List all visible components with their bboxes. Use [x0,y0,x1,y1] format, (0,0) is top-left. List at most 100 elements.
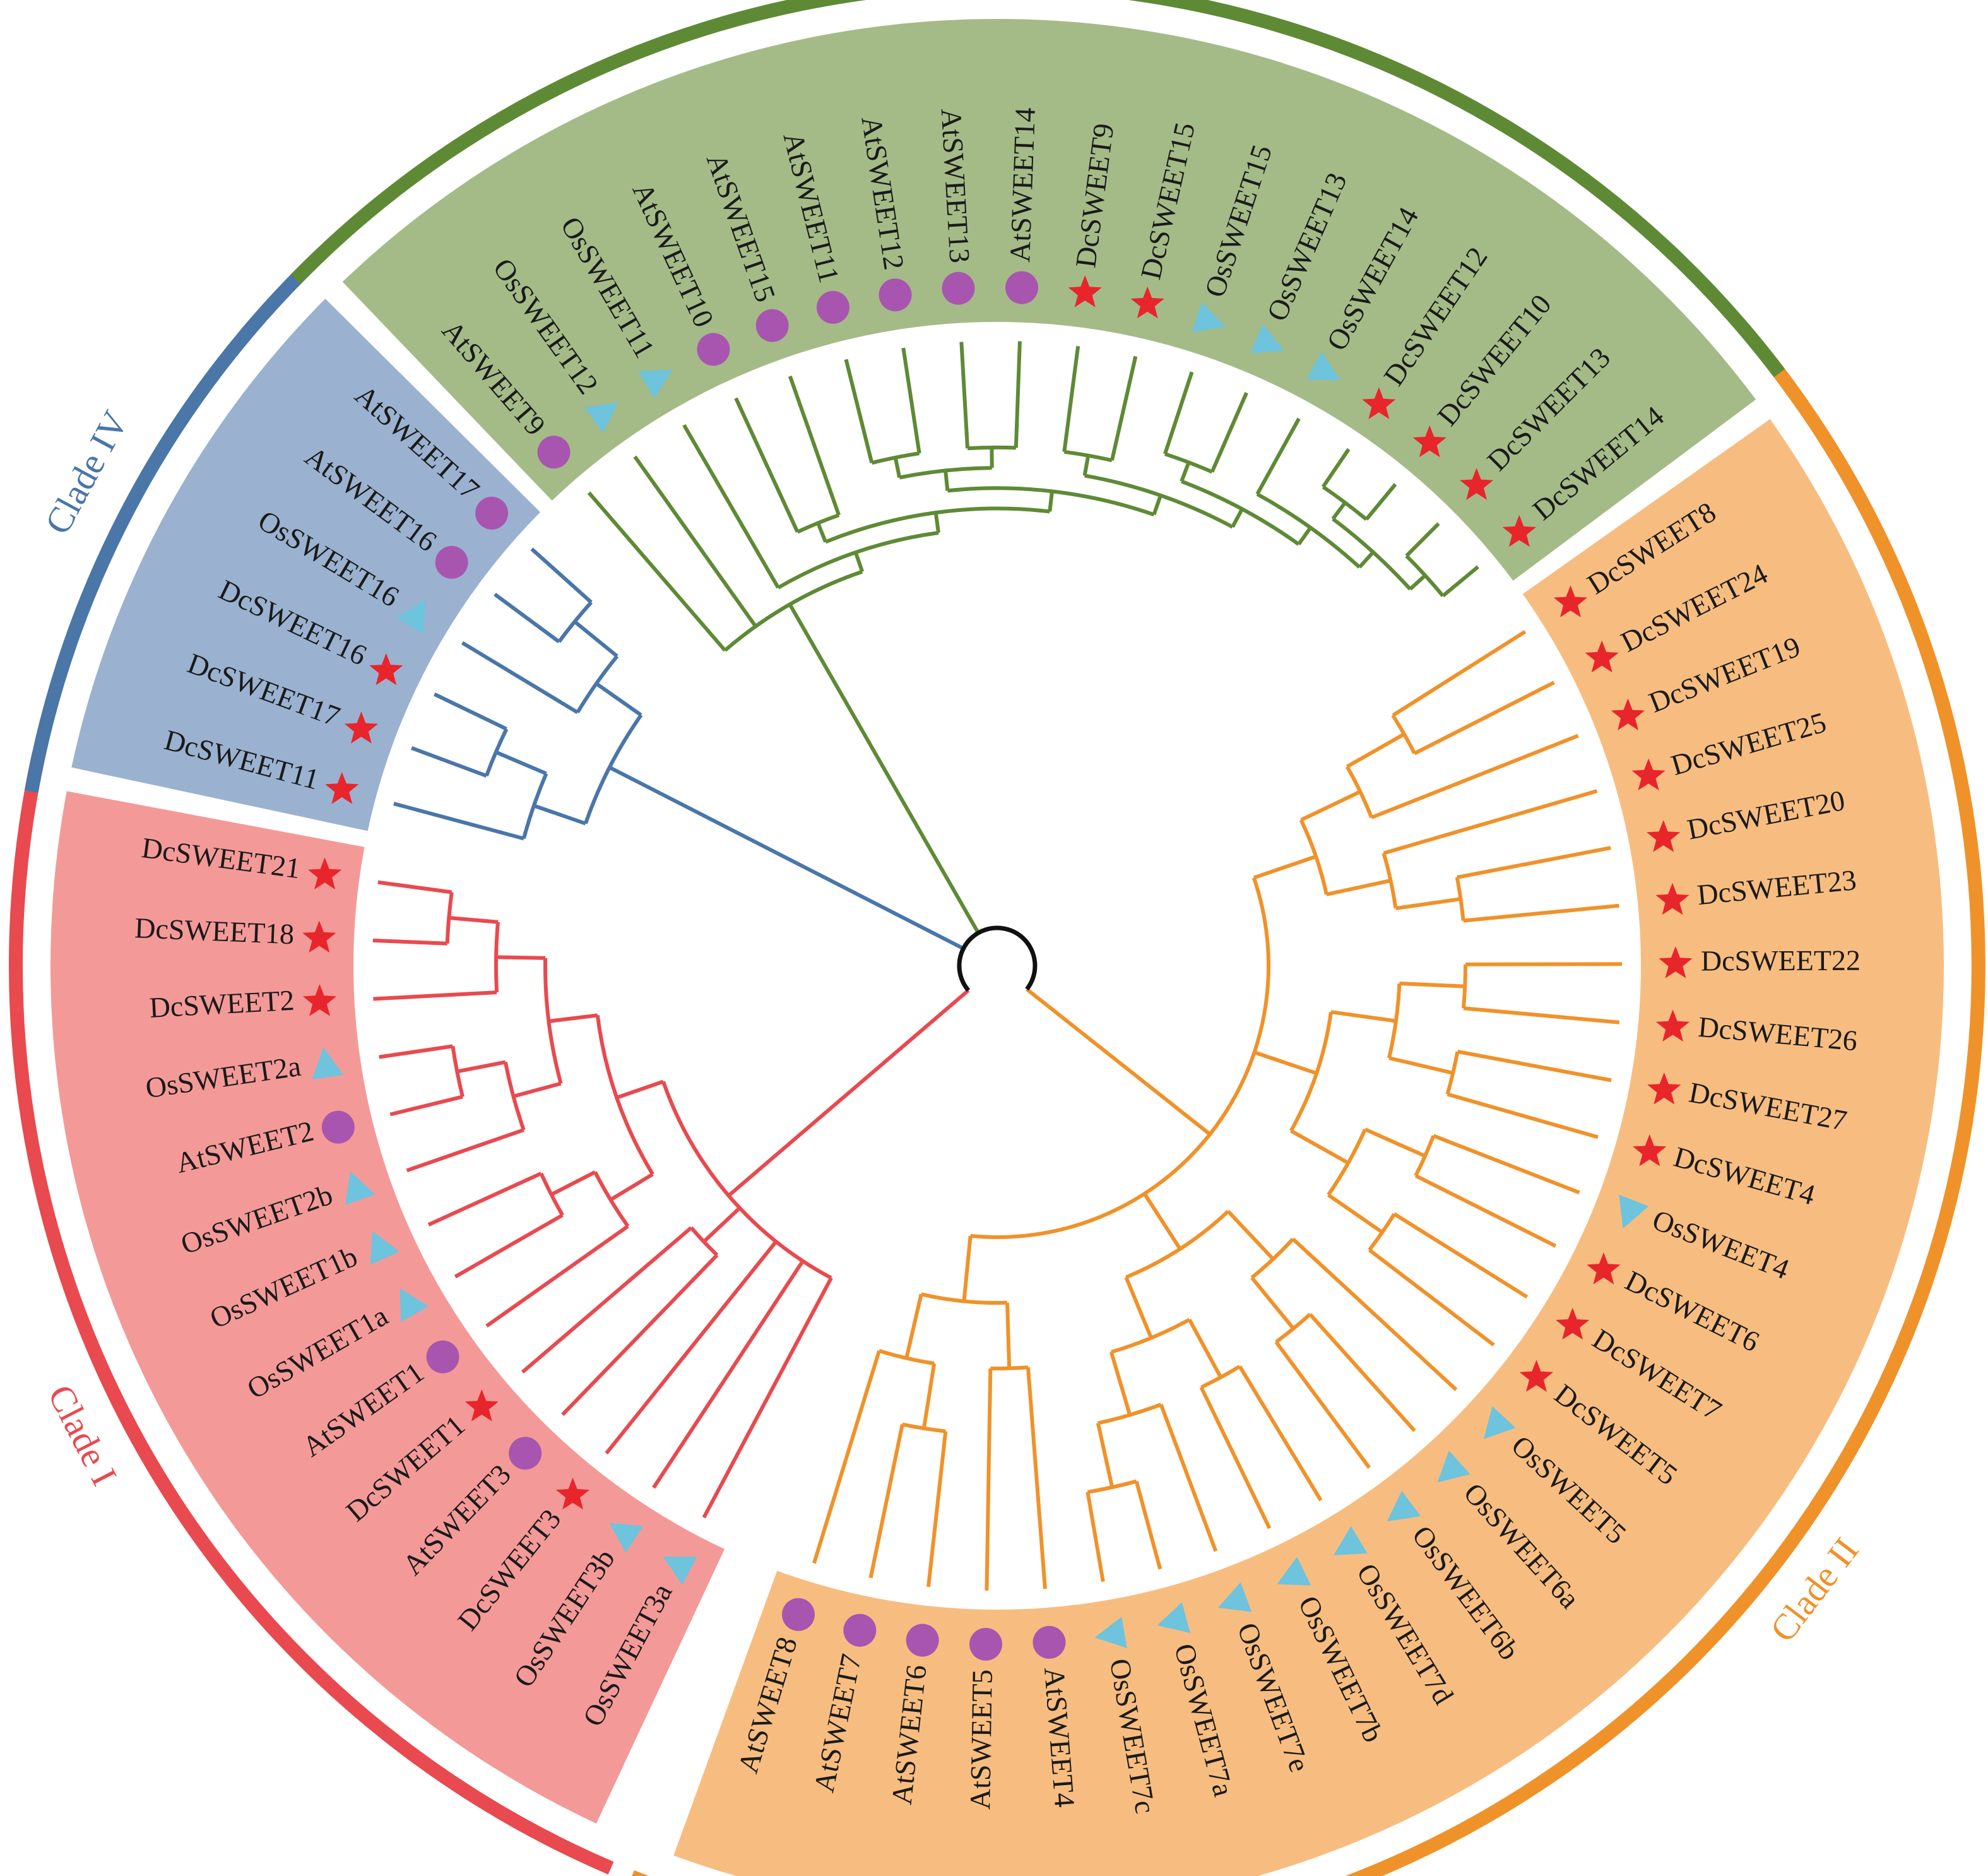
tree-branch [901,347,921,454]
star-marker-icon [1460,468,1494,500]
tree-branch [1290,1129,1349,1165]
triangle-marker-icon [609,1523,644,1553]
tree-branch [868,1424,904,1579]
tree-branch [1159,1404,1218,1552]
star-marker-icon [308,857,342,889]
star-marker-icon [1553,585,1588,617]
leaf-label: AtSWEET5 [964,1669,998,1810]
tree-branch [1086,1492,1105,1582]
star-marker-icon [1519,1360,1554,1392]
tree-branch-arc [1368,1213,1396,1252]
tree-branch [561,1254,719,1416]
tree-branch [1358,550,1375,569]
clade-1-outer-arc [9,751,614,1875]
circle-marker-icon [906,1624,939,1657]
tree-branch [1096,1422,1115,1488]
clade-3-stem [788,603,980,934]
tree-branch [1465,962,1623,966]
clade-3-outer-arc [290,0,1809,409]
star-marker-icon [1585,640,1619,673]
tree-branch [1134,1480,1163,1570]
triangle-marker-icon [1619,1194,1649,1229]
tree-branch [495,750,547,776]
tree-branch [904,1293,923,1359]
tree-branch [1395,897,1461,910]
tree-branch [812,1350,881,1564]
tree-branch [893,457,902,478]
tree-branch-arc [970,877,1270,1239]
tree-branch [844,359,874,464]
triangle-marker-icon [370,1231,399,1265]
circle-marker-icon [537,436,571,469]
triangle-marker-icon [584,402,618,434]
triangle-marker-icon [1387,1490,1421,1522]
star-marker-icon [1631,758,1666,790]
tree-branch [959,341,970,449]
circle-marker-icon [426,1340,459,1374]
tree-branch-arc [1455,877,1465,921]
tree-branch [1433,1134,1580,1195]
tree-branch [1152,494,1163,516]
tree-branch [1346,732,1405,769]
circle-marker-icon [969,1627,1002,1661]
tree-branch [449,916,499,924]
star-marker-icon [325,772,359,804]
tree-branch [434,692,507,731]
tree-branch [379,1044,453,1059]
tree-branch [1364,1127,1426,1158]
tree-branch [485,1225,629,1328]
tree-branch [1414,1174,1557,1248]
tree-branch-arc [661,1081,832,1280]
clade-2-label: Clade II [1762,1530,1867,1649]
tree-branch-arc [1327,1128,1367,1196]
tree-branch [1327,1193,1383,1234]
tree-branch [1308,1313,1416,1432]
tree-branch [921,1363,937,1429]
tree-branch [605,1240,778,1455]
star-marker-icon [344,711,379,744]
clade-outer-arcs [9,0,1985,1876]
star-marker-icon [1068,275,1102,307]
circle-marker-icon [816,290,849,324]
circle-marker-icon [1032,1625,1066,1659]
triangle-marker-icon [312,1047,344,1080]
star-marker-icon [302,984,337,1016]
leaf-label: DcSWEET22 [1701,944,1861,977]
star-marker-icon [1362,387,1396,419]
clade-2-sector [673,419,1944,1876]
triangle-marker-icon [1306,352,1340,381]
tree-branch [573,620,618,658]
tree-branch [788,375,841,516]
tree-branch [530,547,593,604]
tree-branch [411,746,487,778]
tree-branch [1187,1319,1222,1379]
triangle-marker-icon [663,1557,697,1585]
tree-branch [652,1260,805,1489]
tree-branch [1457,846,1611,879]
tree-branch [1393,1212,1529,1299]
tree-branch-arc [1322,485,1368,521]
tree-branch [393,802,524,841]
triangle-marker-icon [1094,1617,1127,1648]
triangle-marker-icon [396,600,426,634]
star-marker-icon [1587,1252,1621,1285]
circle-marker-icon [697,333,730,366]
star-marker-icon [1611,698,1645,730]
tree-branch [461,641,579,715]
tree-branch [1321,448,1351,488]
tree-branch-arc [1087,1479,1137,1494]
tree-branch [853,552,865,573]
triangle-marker-icon [638,369,673,399]
tree-branch [1463,903,1619,923]
tree-branch [377,880,453,894]
tree-branch [1109,1351,1132,1416]
star-marker-icon [464,1389,499,1422]
tree-branch [456,1060,506,1074]
tree-branch [1082,455,1091,476]
tree-branch [609,1172,654,1202]
circle-marker-icon [321,1110,355,1144]
tree-branch [1199,1386,1272,1529]
tree-branch [372,938,447,946]
triangle-marker-icon [1192,302,1226,333]
tree-branch [1364,483,1397,521]
